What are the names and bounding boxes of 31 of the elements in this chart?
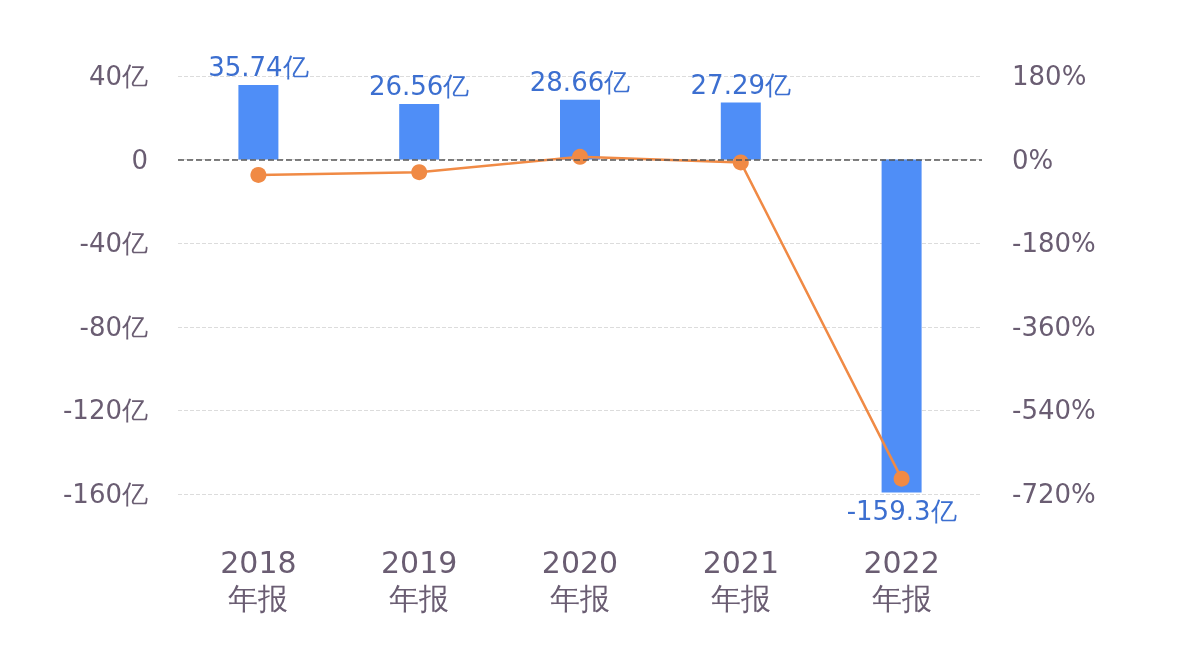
x-tick-label: 2022 年报 <box>863 544 940 616</box>
point <box>411 164 428 181</box>
y2-tick-label: -540% <box>1012 395 1096 426</box>
x-tick-label: 2019 年报 <box>381 544 458 616</box>
bar <box>560 99 600 160</box>
y2-tick-label: -720% <box>1012 479 1096 509</box>
bar <box>399 104 440 160</box>
y-tick-label: 0 <box>131 144 148 175</box>
bar <box>881 159 922 493</box>
y-tick-label: 40亿 <box>88 61 148 91</box>
data-label: -159.3亿 <box>846 495 957 526</box>
x-tick-label: 2020 年报 <box>541 544 619 616</box>
y2-tick-label: -180% <box>1012 228 1096 259</box>
data-label: 26.56亿 <box>368 71 470 102</box>
point <box>893 470 910 487</box>
y2-tick-label: 180% <box>1012 61 1087 91</box>
y-tick-label: -80亿 <box>79 311 148 342</box>
data-label: 28.66亿 <box>529 66 631 97</box>
data-label: 35.74亿 <box>208 51 309 82</box>
y2-tick-label: -360% <box>1012 311 1096 342</box>
bar <box>238 84 279 160</box>
x-tick-label: 2018 年报 <box>220 544 297 616</box>
data-label: 27.29亿 <box>690 69 792 100</box>
point <box>732 154 749 171</box>
y-tick-label: -40亿 <box>79 228 148 259</box>
point <box>250 166 267 183</box>
y2-tick-label: 0% <box>1012 144 1054 175</box>
y-tick-label: -160亿 <box>62 479 148 509</box>
x-tick-label: 2021 年报 <box>702 544 779 616</box>
bar <box>720 102 761 160</box>
y-tick-label: -120亿 <box>62 395 148 426</box>
